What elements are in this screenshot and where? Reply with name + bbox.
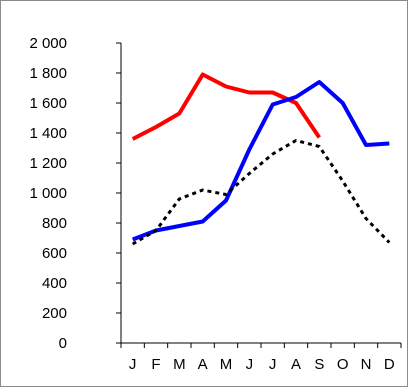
- y-tick-label: 2 000: [29, 35, 67, 52]
- y-tick-label: 800: [42, 215, 67, 232]
- y-tick-label: 1 200: [29, 155, 67, 172]
- chart-axes: [116, 42, 402, 348]
- y-tick-label: 400: [42, 275, 67, 292]
- x-tick-label: M: [220, 356, 233, 373]
- series-line-3: [131, 139, 391, 246]
- y-tick-label: 1 600: [29, 95, 67, 112]
- x-tick-label: J: [246, 356, 254, 373]
- x-tick-label: F: [151, 356, 160, 373]
- x-tick-label: S: [314, 356, 324, 373]
- series-line-1: [131, 72, 321, 141]
- x-tick-label: D: [384, 356, 395, 373]
- series-line-2: [131, 80, 390, 242]
- x-tick-label: A: [291, 356, 301, 373]
- x-tick-label: J: [269, 356, 277, 373]
- y-tick-label: 1 000: [29, 185, 67, 202]
- y-tick-label: 200: [42, 305, 67, 322]
- y-tick-label: 1 400: [29, 125, 67, 142]
- series-lines: [131, 72, 391, 246]
- y-tick-label: 1 800: [29, 65, 67, 82]
- x-tick-label: M: [173, 356, 186, 373]
- y-axis-tick-labels: 0 200 400 600 800 1 000 1 200 1 400 1 600 1 800 2 …: [29, 35, 67, 352]
- x-tick-label: J: [129, 356, 137, 373]
- y-tick-label: 600: [42, 245, 67, 262]
- x-tick-label: O: [337, 356, 349, 373]
- y-tick-label: 0: [59, 335, 67, 352]
- x-tick-label: A: [198, 356, 208, 373]
- x-tick-label: N: [361, 356, 372, 373]
